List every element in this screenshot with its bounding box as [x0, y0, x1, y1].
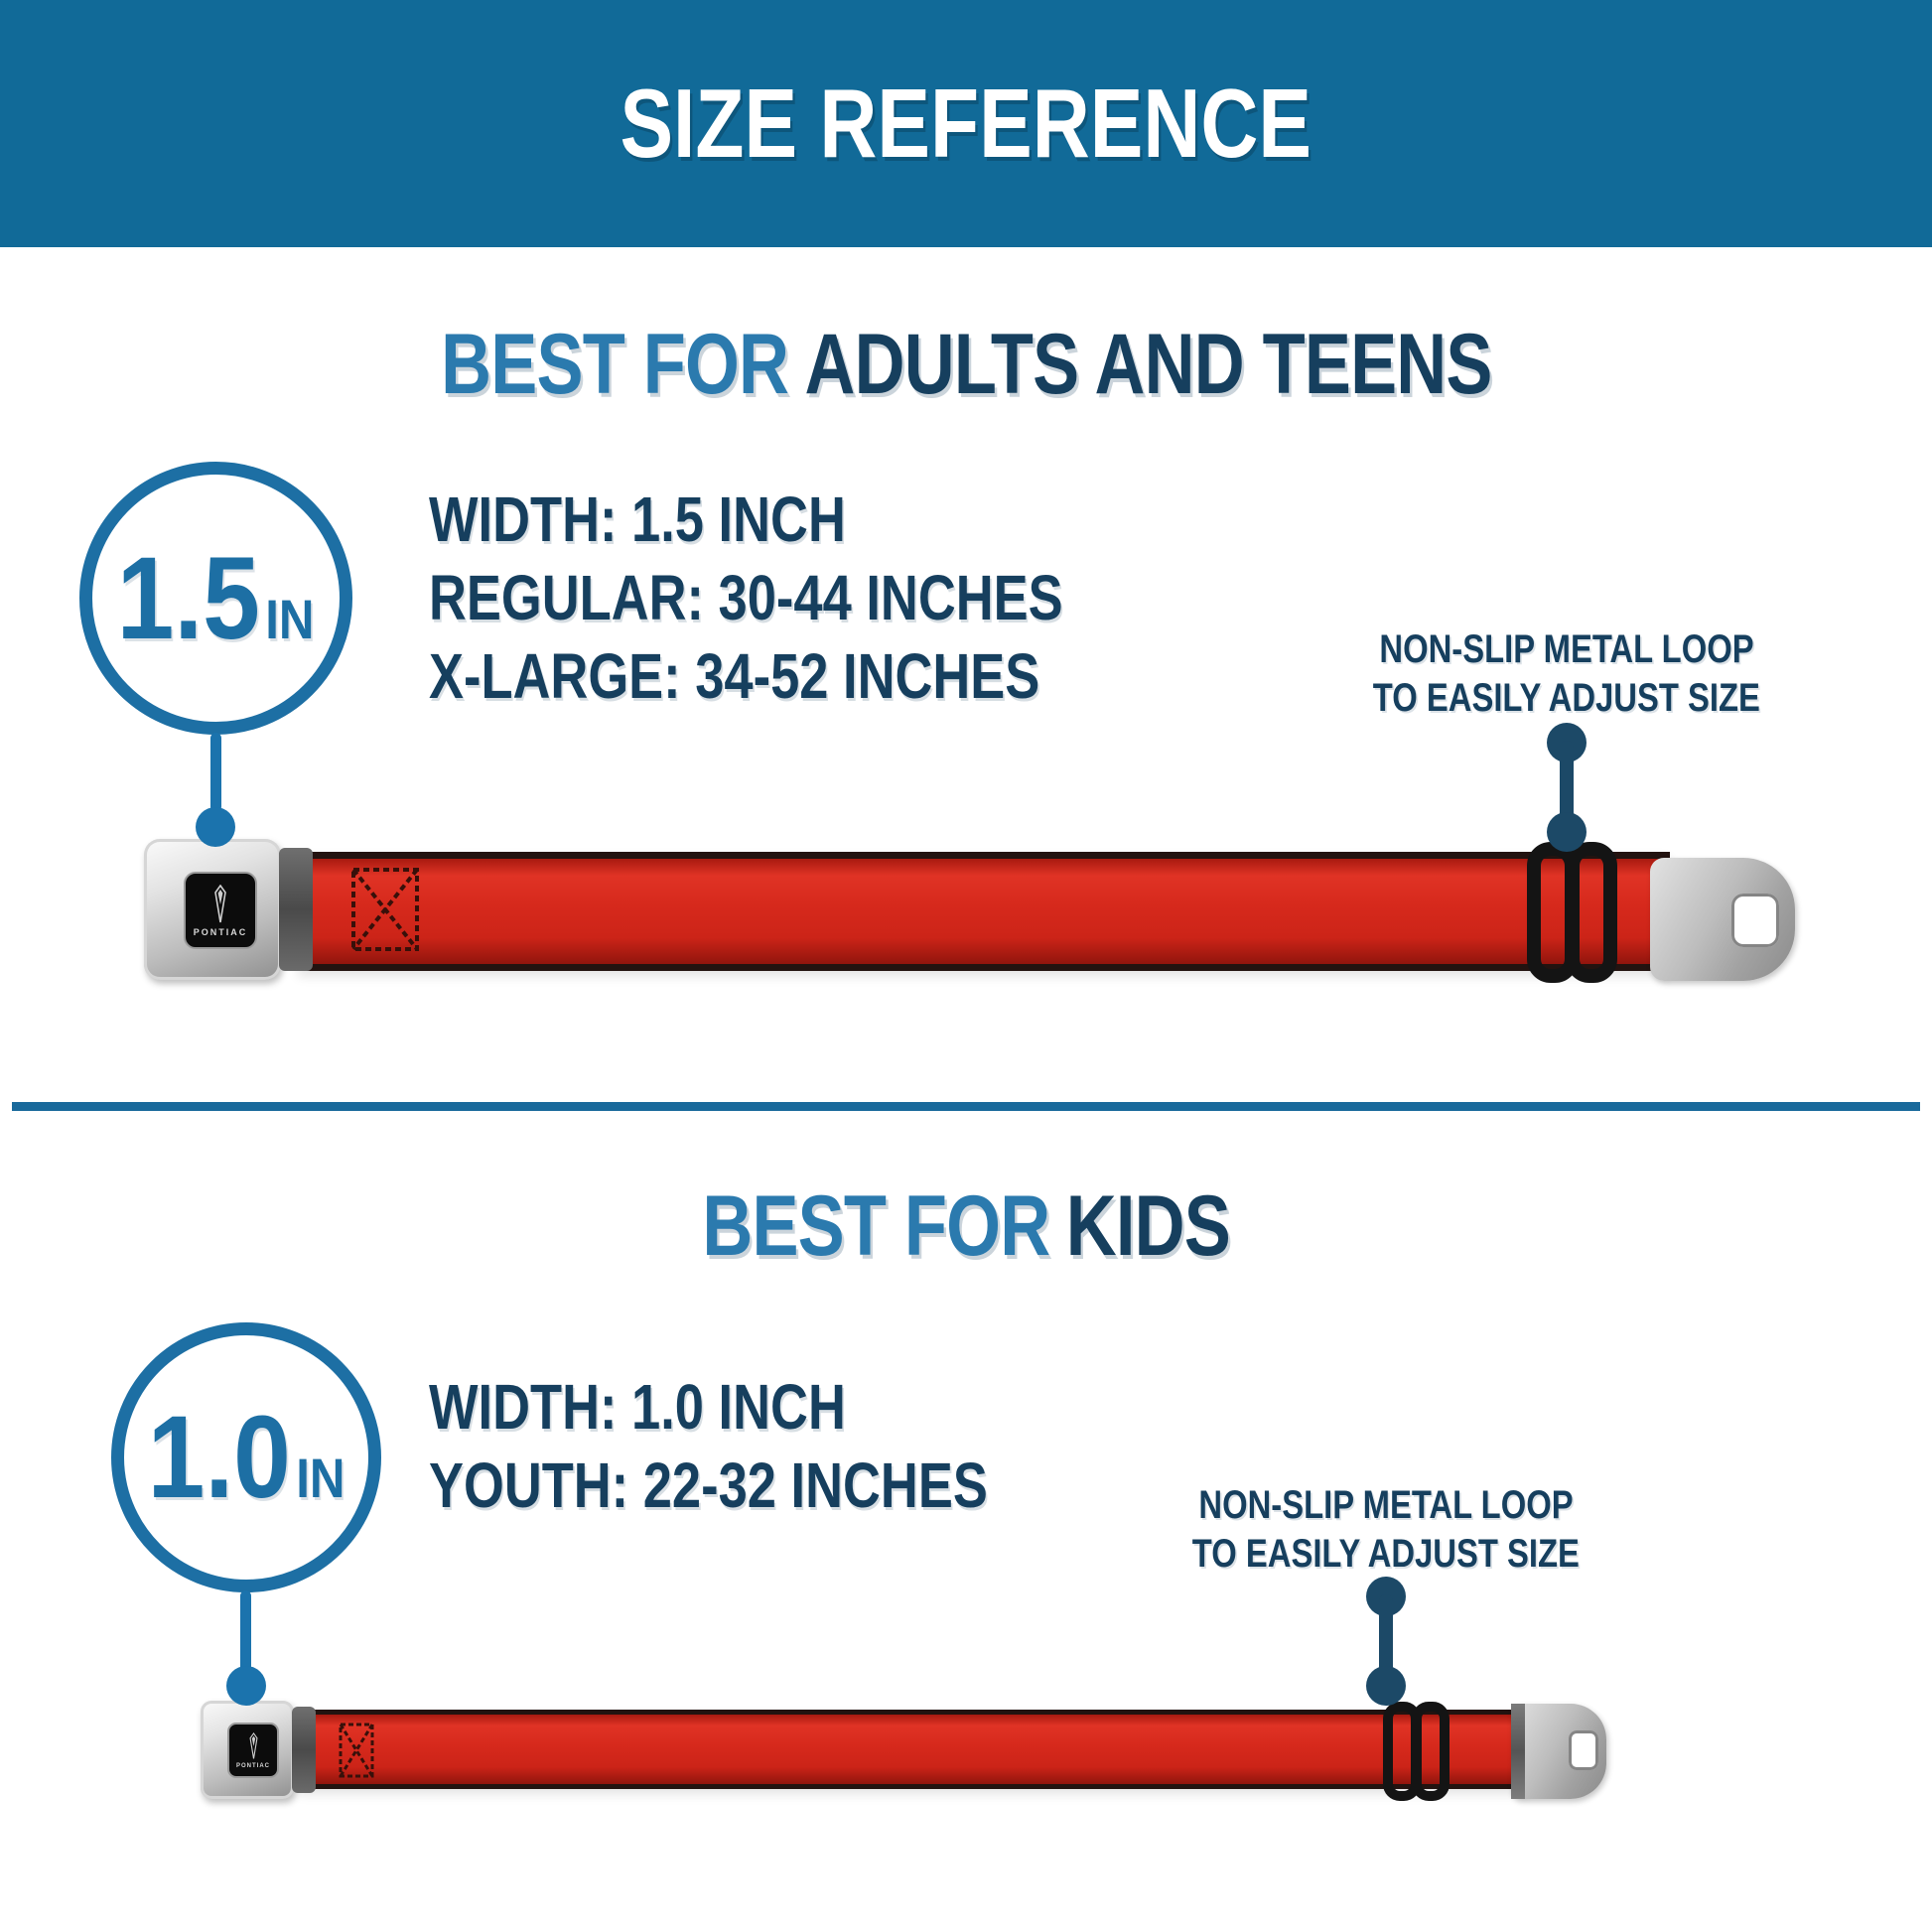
- spec-line: YOUTH: 22-32 INCHES: [429, 1449, 988, 1521]
- badge-unit: IN: [265, 587, 315, 650]
- loop-ring: [1566, 842, 1617, 983]
- buckle-brand-label: PONTIAC: [193, 926, 248, 937]
- header-band: SIZE REFERENCE: [0, 0, 1932, 247]
- buckle-face: PONTIAC: [227, 1723, 279, 1778]
- heading-kids-dark: KIDS: [1065, 1178, 1231, 1274]
- callout-metal-loop-adults: NON-SLIP METAL LOOP TO EASILY ADJUST SIZ…: [1269, 625, 1864, 723]
- spec-line: REGULAR: 30-44 INCHES: [429, 562, 1063, 633]
- callout-line: TO EASILY ADJUST SIZE: [1372, 676, 1761, 720]
- badge-value: 1.5: [117, 532, 261, 664]
- pontiac-arrowhead-icon: [214, 884, 226, 922]
- badge-connector-line: [210, 733, 221, 812]
- section-divider: [12, 1102, 1920, 1111]
- spec-line: WIDTH: 1.0 INCH: [429, 1371, 846, 1443]
- adjuster-metal-loop-kids: [1383, 1702, 1449, 1801]
- latch-plate-slot: [1511, 1704, 1525, 1799]
- section-heading-kids: BEST FOR KIDS: [0, 1177, 1932, 1276]
- spec-line: X-LARGE: 34-52 INCHES: [429, 640, 1040, 712]
- spec-list-kids: WIDTH: 1.0 INCH YOUTH: 22-32 INCHES: [429, 1368, 1110, 1525]
- badge-value: 1.0: [147, 1392, 291, 1523]
- spec-line: WIDTH: 1.5 INCH: [429, 483, 846, 555]
- box-x-stitch: [339, 1723, 374, 1778]
- seatbelt-buckle-adults: PONTIAC: [144, 839, 315, 980]
- badge-connector-line: [240, 1590, 251, 1674]
- seatbelt-buckle-kids: PONTIAC: [201, 1701, 318, 1799]
- callout-connector-line: [1560, 741, 1574, 832]
- callout-line: TO EASILY ADJUST SIZE: [1191, 1532, 1581, 1576]
- badge-connector-dot: [196, 807, 235, 847]
- latch-plate-hole: [1569, 1730, 1598, 1770]
- callout-connector-dot: [1366, 1666, 1406, 1706]
- heading-kids-light: BEST FOR: [702, 1178, 1050, 1274]
- callout-connector-line: [1379, 1594, 1393, 1688]
- box-x-stitch: [351, 868, 419, 951]
- badge-unit: IN: [296, 1447, 345, 1509]
- page-title-text: SIZE REFERENCE: [620, 69, 1312, 178]
- page-title: SIZE REFERENCE: [0, 0, 1932, 247]
- belt-strap-kids: [298, 1710, 1529, 1789]
- latch-plate-hole: [1731, 894, 1779, 947]
- pontiac-arrowhead-icon: [248, 1731, 258, 1758]
- buckle-neck: [279, 847, 313, 972]
- belt-strap-adults: [298, 852, 1670, 971]
- callout-line: NON-SLIP METAL LOOP: [1198, 1483, 1574, 1527]
- width-badge-1-0in: 1.0 IN: [111, 1322, 381, 1592]
- heading-adults-dark: ADULTS AND TEENS: [804, 317, 1492, 412]
- latch-plate-kids: [1511, 1704, 1606, 1799]
- buckle-face: PONTIAC: [184, 872, 257, 949]
- heading-adults-light: BEST FOR: [440, 317, 789, 412]
- callout-metal-loop-kids: NON-SLIP METAL LOOP TO EASILY ADJUST SIZ…: [1088, 1481, 1684, 1579]
- section-heading-adults: BEST FOR ADULTS AND TEENS: [0, 316, 1932, 414]
- callout-line: NON-SLIP METAL LOOP: [1379, 627, 1754, 671]
- badge-connector-dot: [226, 1666, 266, 1706]
- spec-list-adults: WIDTH: 1.5 INCH REGULAR: 30-44 INCHES X-…: [429, 481, 1202, 716]
- buckle-neck: [292, 1706, 316, 1794]
- latch-plate-adults: [1650, 858, 1795, 981]
- width-badge-1-5in: 1.5 IN: [79, 462, 352, 735]
- loop-ring: [1412, 1702, 1449, 1801]
- callout-connector-dot: [1547, 812, 1587, 852]
- buckle-brand-label: PONTIAC: [236, 1762, 270, 1769]
- adjuster-metal-loop-adults: [1527, 842, 1617, 983]
